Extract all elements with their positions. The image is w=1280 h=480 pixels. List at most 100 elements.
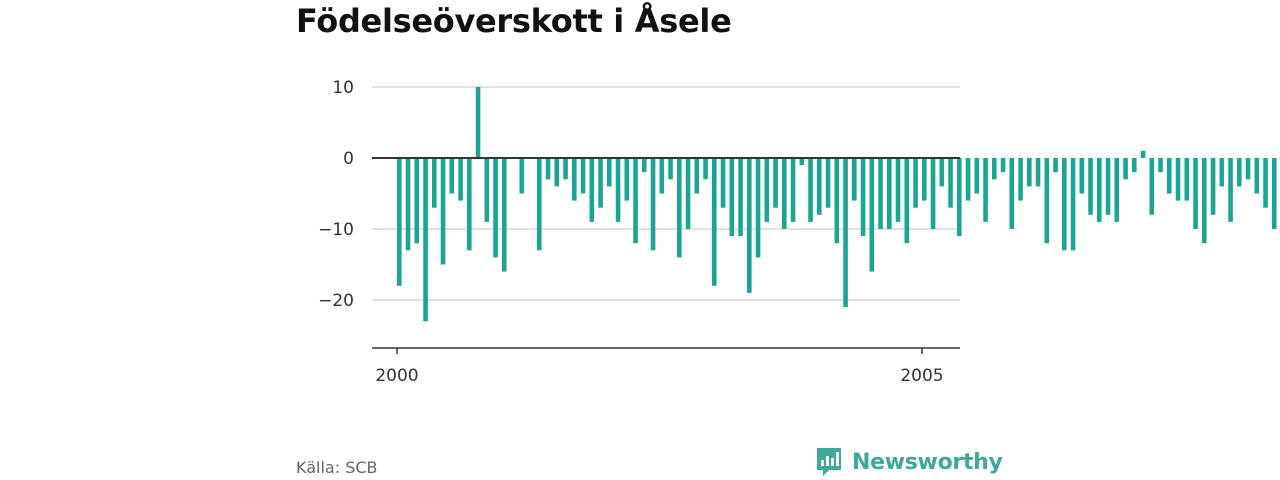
bar bbox=[1105, 158, 1111, 215]
bar bbox=[1254, 158, 1260, 194]
bar bbox=[1018, 158, 1023, 201]
bar bbox=[519, 158, 525, 194]
bar bbox=[1132, 158, 1137, 173]
bar bbox=[1202, 158, 1207, 244]
newsworthy-logo[interactable]: Newsworthy bbox=[815, 447, 1003, 477]
bar bbox=[1140, 150, 1146, 158]
y-tick-label: −10 bbox=[318, 220, 354, 240]
bar bbox=[1149, 158, 1155, 215]
bar bbox=[432, 158, 437, 208]
x-tick-label: 2005 bbox=[900, 366, 943, 386]
bar bbox=[1123, 158, 1128, 180]
bar bbox=[712, 158, 717, 286]
bar bbox=[887, 158, 892, 229]
bar bbox=[598, 158, 603, 208]
bar bbox=[440, 158, 446, 265]
bar bbox=[825, 158, 831, 208]
bar bbox=[1263, 158, 1268, 208]
bar bbox=[572, 158, 577, 201]
bar bbox=[475, 87, 481, 158]
bar bbox=[1088, 158, 1093, 215]
bar bbox=[467, 158, 472, 251]
source-label: Källa: SCB bbox=[296, 458, 378, 477]
bar bbox=[580, 158, 586, 194]
y-tick-label: 0 bbox=[343, 149, 354, 169]
bar bbox=[869, 158, 875, 272]
bar bbox=[1053, 158, 1058, 173]
bar bbox=[948, 158, 953, 208]
bar bbox=[913, 158, 918, 208]
bar bbox=[545, 158, 551, 180]
bar bbox=[1000, 158, 1006, 173]
bar bbox=[1228, 158, 1233, 222]
bar bbox=[1167, 158, 1172, 194]
bar bbox=[790, 158, 796, 222]
bar bbox=[1079, 158, 1085, 194]
bar bbox=[1210, 158, 1216, 215]
bar bbox=[1272, 158, 1277, 229]
bar bbox=[965, 158, 971, 201]
bar bbox=[1245, 158, 1251, 180]
bar bbox=[843, 158, 848, 308]
bar bbox=[589, 158, 595, 222]
newsworthy-logo-icon bbox=[817, 448, 841, 476]
bar bbox=[1097, 158, 1102, 222]
bar bbox=[922, 158, 927, 201]
bar bbox=[642, 158, 647, 173]
bar bbox=[694, 158, 700, 194]
bar bbox=[992, 158, 997, 180]
y-tick-label: 10 bbox=[332, 78, 354, 98]
bar bbox=[1044, 158, 1050, 244]
bar bbox=[659, 158, 665, 194]
bar bbox=[747, 158, 752, 293]
bar bbox=[1027, 158, 1032, 187]
bar bbox=[773, 158, 778, 208]
bar bbox=[685, 158, 691, 229]
bar bbox=[1237, 158, 1242, 187]
bar bbox=[449, 158, 455, 194]
bar bbox=[563, 158, 568, 180]
bar bbox=[554, 158, 560, 187]
bar bbox=[860, 158, 866, 237]
bar bbox=[738, 158, 743, 237]
brand-name: Newsworthy bbox=[852, 449, 1003, 475]
bar bbox=[904, 158, 910, 244]
bar bbox=[808, 158, 813, 222]
bar bbox=[615, 158, 621, 222]
bar bbox=[1062, 158, 1067, 251]
bar bbox=[414, 158, 420, 244]
bar bbox=[1175, 158, 1181, 201]
bar bbox=[1009, 158, 1015, 229]
bar bbox=[677, 158, 682, 258]
bar bbox=[1219, 158, 1225, 187]
bar bbox=[1114, 158, 1120, 222]
bar bbox=[1158, 158, 1163, 173]
bar bbox=[974, 158, 980, 194]
bar bbox=[799, 158, 805, 166]
bar bbox=[703, 158, 708, 180]
bar bbox=[1035, 158, 1041, 187]
bar bbox=[458, 158, 463, 201]
y-tick-label: −20 bbox=[318, 291, 354, 311]
bar bbox=[1070, 158, 1076, 251]
bar bbox=[423, 158, 428, 322]
bar bbox=[537, 158, 542, 251]
bar bbox=[782, 158, 787, 229]
bar bbox=[607, 158, 612, 187]
bar bbox=[405, 158, 411, 251]
bar bbox=[930, 158, 936, 229]
bar bbox=[397, 158, 402, 286]
bar bbox=[720, 158, 726, 208]
bar bbox=[624, 158, 630, 201]
bar bbox=[957, 158, 962, 237]
bar bbox=[1193, 158, 1198, 229]
bar bbox=[729, 158, 735, 237]
bar bbox=[633, 158, 638, 244]
bar bbox=[764, 158, 770, 222]
chart-title: Födelseöverskott i Åsele bbox=[296, 2, 732, 40]
bar bbox=[493, 158, 498, 258]
bar bbox=[1184, 158, 1190, 201]
bar bbox=[852, 158, 857, 201]
bar bbox=[484, 158, 490, 222]
